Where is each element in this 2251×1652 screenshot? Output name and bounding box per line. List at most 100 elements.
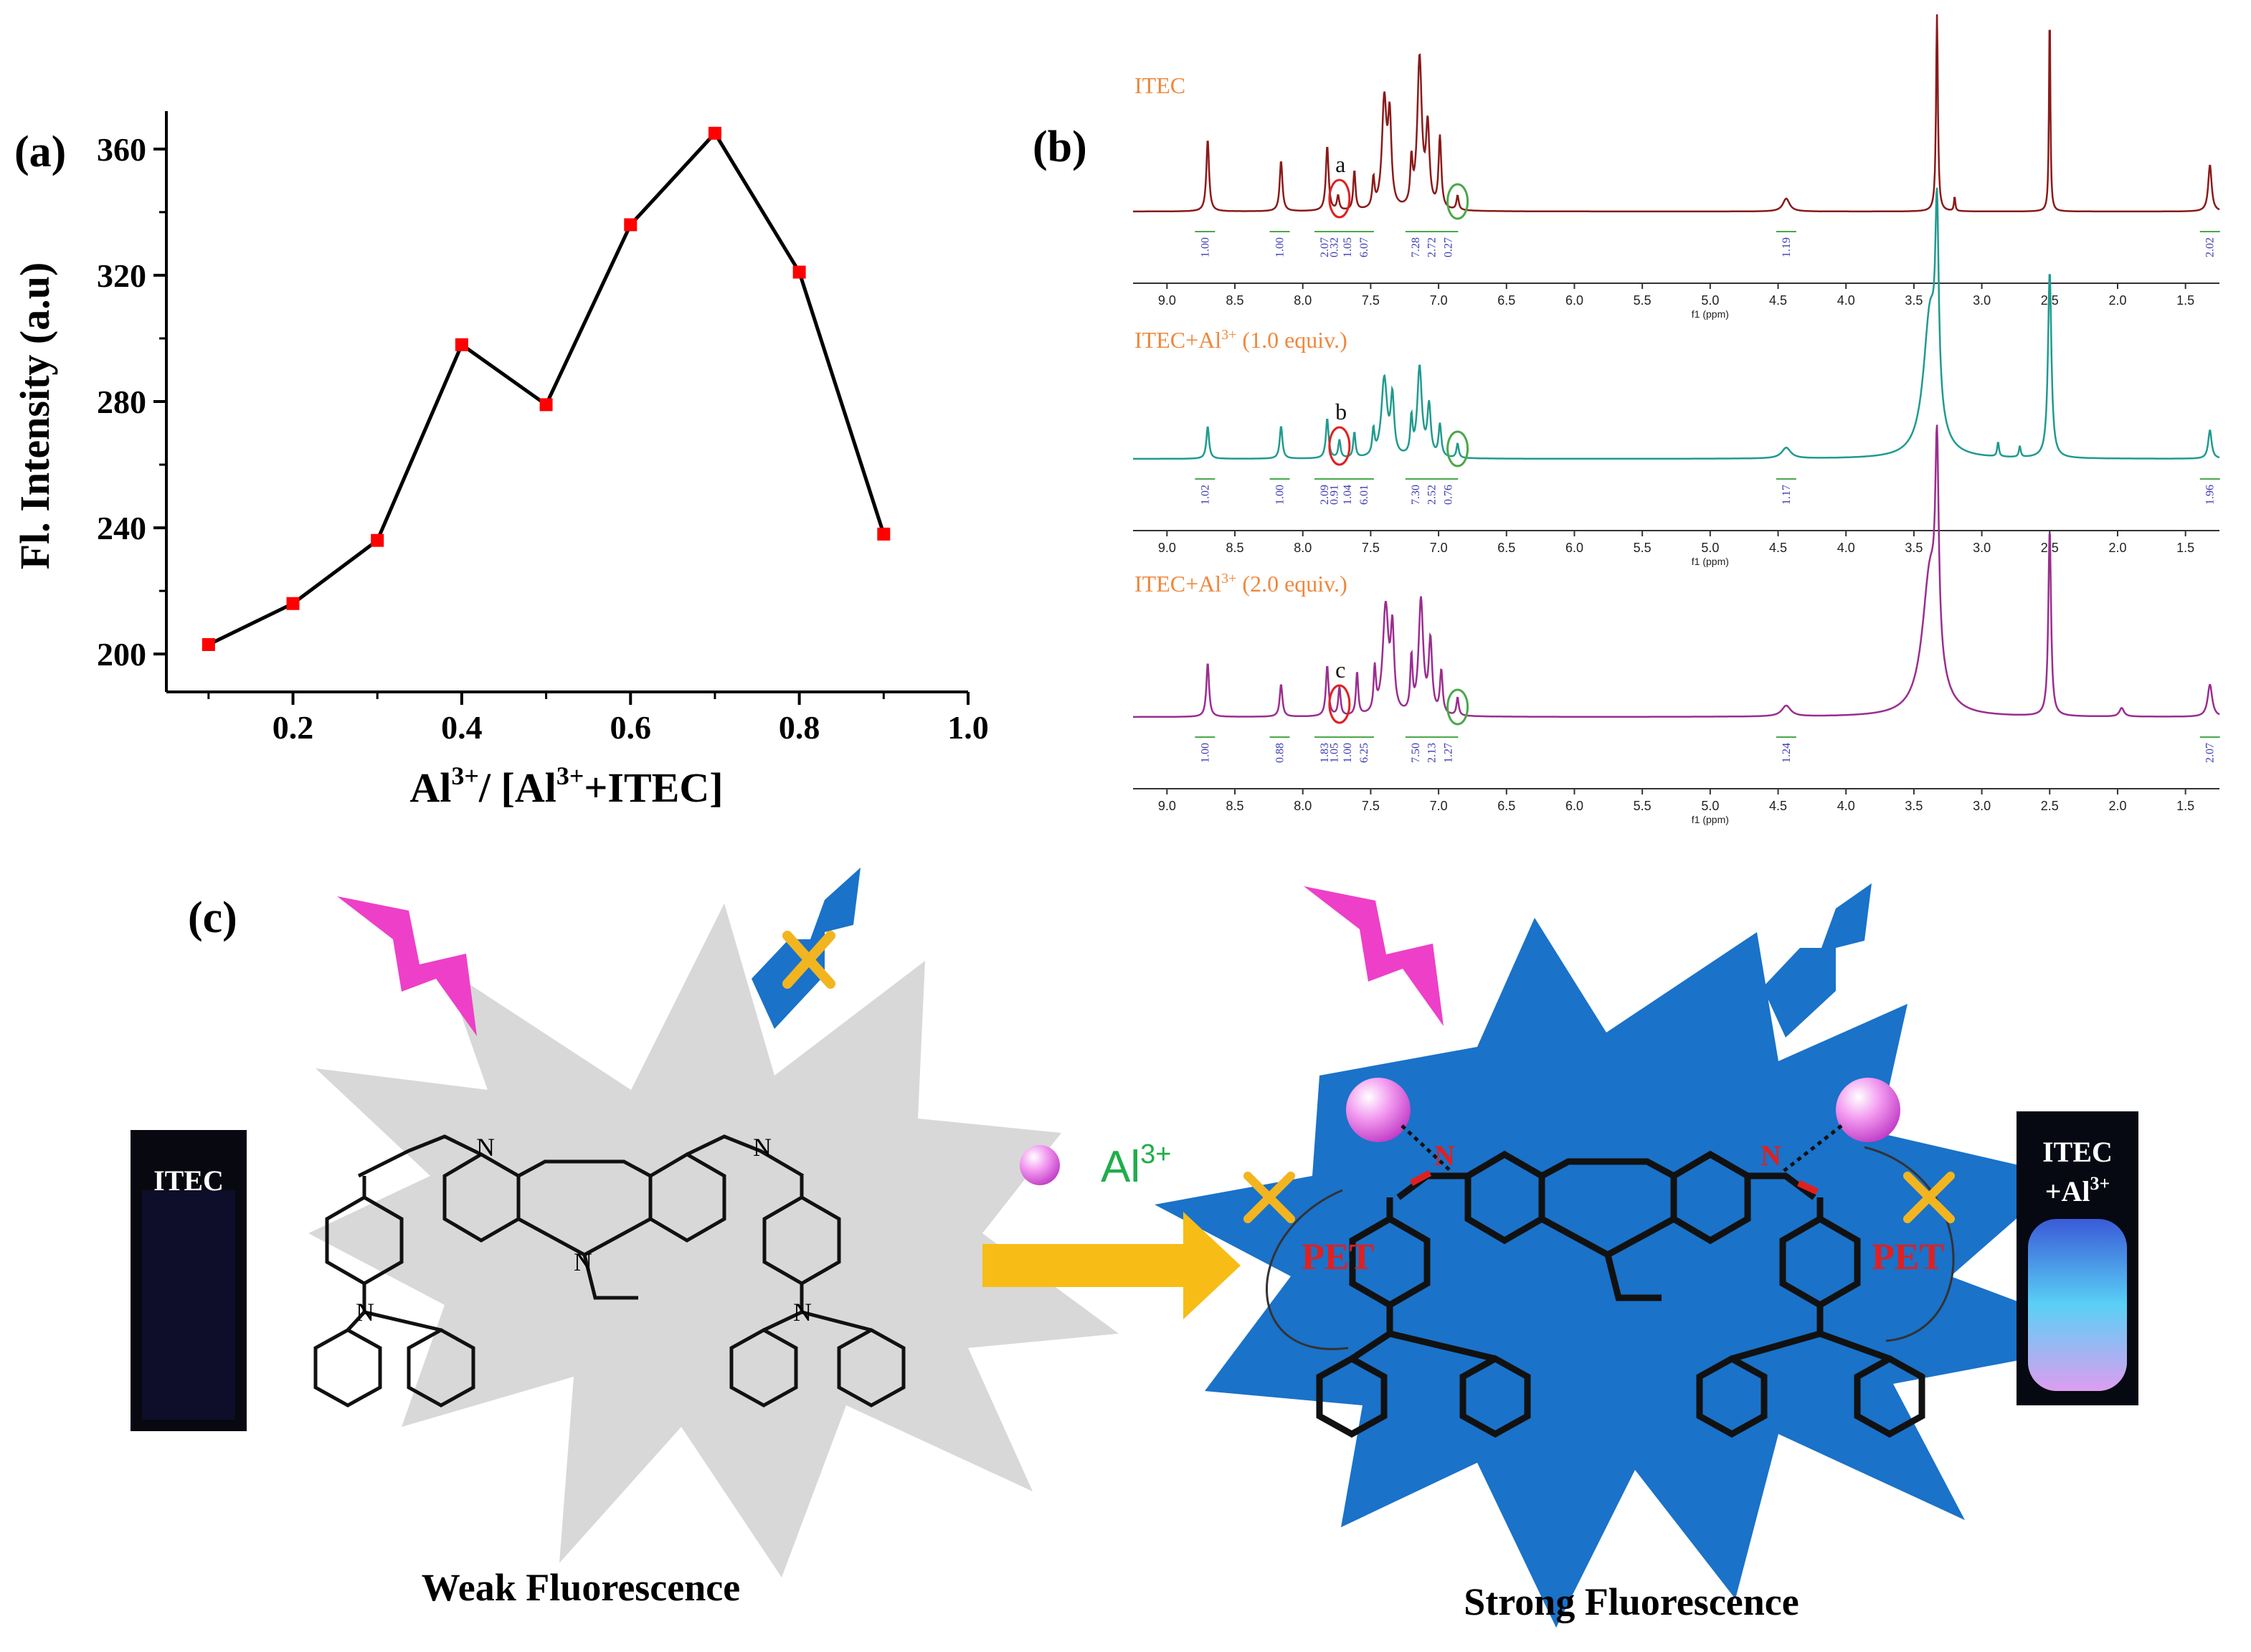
nmr-x-tick-label: 7.0 bbox=[1430, 541, 1448, 555]
nmr-x-tick-label: 6.0 bbox=[1565, 799, 1583, 813]
al-ion-sphere-left bbox=[1346, 1078, 1411, 1142]
chart-a-xtick-label: 0.2 bbox=[273, 709, 314, 746]
nmr-integration-value: 0.76 bbox=[1442, 485, 1454, 505]
chart-a-ylabel: Fl. Intensity (a.u) bbox=[11, 262, 58, 570]
nmr-integration-value: 6.25 bbox=[1358, 743, 1370, 763]
pet-label-right: PET bbox=[1872, 1237, 1944, 1278]
chart-a-ytick-label: 360 bbox=[97, 131, 146, 168]
nmr-integration-value: 2.09 bbox=[1319, 485, 1331, 505]
nmr-x-tick-label: 1.5 bbox=[2176, 799, 2194, 813]
nmr-x-tick-label: 7.5 bbox=[1362, 293, 1380, 308]
nmr-integration-value: 1.24 bbox=[1781, 743, 1793, 763]
excitation-bolt-left-icon bbox=[337, 896, 477, 1036]
atom-n-amine-left-a: N bbox=[356, 1298, 374, 1326]
chart-a-ytick-label: 240 bbox=[97, 510, 146, 546]
panel-a: (a) 0.2 0.4 0.6 0.8 1.0 200 240 280 320 360 Fl. I… bbox=[11, 111, 989, 811]
nmr-x-tick-label: 4.5 bbox=[1769, 541, 1787, 555]
chart-a-data-point bbox=[539, 398, 553, 412]
nmr-integration-value: 1.00 bbox=[1274, 485, 1286, 505]
nmr-spectrum-trace bbox=[1133, 424, 2220, 718]
pet-label-left: PET bbox=[1302, 1237, 1374, 1278]
nmr-x-axis-label: f1 (ppm) bbox=[1692, 308, 1729, 320]
chart-a-ytick-label: 280 bbox=[97, 384, 146, 420]
pet-arc-right bbox=[1864, 1146, 1955, 1342]
atom-n-imine-left: N bbox=[476, 1133, 495, 1162]
nmr-integration-value: 1.00 bbox=[1199, 743, 1211, 763]
nmr-x-tick-label: 3.0 bbox=[1973, 541, 1991, 555]
nmr-x-tick-label: 2.5 bbox=[2041, 799, 2059, 813]
nmr-x-tick-label: 8.5 bbox=[1226, 541, 1244, 555]
nmr-x-tick-label: 6.0 bbox=[1565, 293, 1583, 308]
nmr-x-tick-label: 3.5 bbox=[1905, 293, 1923, 308]
al-ion-sphere bbox=[1020, 1145, 1060, 1185]
nmr-x-tick-label: 6.5 bbox=[1497, 293, 1515, 308]
ethyl-group bbox=[582, 1254, 638, 1300]
nmr-peak-circle-red bbox=[1328, 426, 1351, 466]
nmr-x-tick-label: 1.5 bbox=[2176, 541, 2194, 555]
chart-a-ytick-label: 200 bbox=[97, 636, 146, 673]
chart-a-xtick-label: 0.6 bbox=[610, 709, 652, 746]
nmr-x-tick-label: 5.5 bbox=[1634, 541, 1651, 555]
nmr-spectrum-label: ITEC+Al3+ (1.0 equiv.) bbox=[1134, 327, 1347, 353]
nmr-x-axis-label: f1 (ppm) bbox=[1692, 814, 1729, 825]
nmr-integration-value: 6.01 bbox=[1358, 485, 1370, 505]
vial-itec-al-label-line2: +Al3+ bbox=[2045, 1173, 2110, 1207]
nmr-x-tick-label: 4.0 bbox=[1837, 799, 1855, 813]
nmr-integration-value: 6.07 bbox=[1358, 237, 1370, 257]
nmr-integration-value: 1.00 bbox=[1199, 237, 1211, 257]
vial-itec-al-photo: ITEC +Al3+ bbox=[2017, 1111, 2138, 1405]
nmr-peak-circle-green bbox=[1446, 183, 1469, 220]
nmr-integration-value: 0.27 bbox=[1442, 237, 1454, 257]
nmr-x-tick-label: 7.0 bbox=[1430, 293, 1448, 308]
nmr-x-tick-label: 9.0 bbox=[1158, 541, 1176, 555]
nmr-x-tick-label: 3.0 bbox=[1973, 293, 1991, 308]
nmr-peak-letter: a bbox=[1335, 151, 1345, 177]
vial-itec-photo: ITEC bbox=[131, 1130, 247, 1431]
nmr-x-tick-label: 6.5 bbox=[1497, 541, 1515, 555]
nmr-peak-circle-green bbox=[1446, 688, 1469, 726]
nmr-x-tick-label: 2.0 bbox=[2108, 799, 2126, 813]
nmr-x-tick-label: 2.0 bbox=[2108, 293, 2126, 308]
nmr-spectrum-trace bbox=[1133, 14, 2220, 213]
weak-fluorescence-burst bbox=[308, 903, 1119, 1577]
vial-itec-al-label-line1: ITEC bbox=[2042, 1136, 2113, 1168]
imine-link-right bbox=[686, 1134, 805, 1178]
chart-a-data-point bbox=[624, 218, 638, 232]
pet-block-cross-left-icon bbox=[1243, 1172, 1295, 1223]
nmr-x-tick-label: 5.0 bbox=[1701, 799, 1719, 813]
chart-a-data-point bbox=[877, 527, 891, 541]
nmr-integration-value: 1.17 bbox=[1781, 485, 1793, 505]
nmr-integration-value: 0.88 bbox=[1274, 743, 1286, 763]
nmr-integration-value: 1.05 bbox=[1342, 237, 1354, 257]
nmr-integration-value: 1.27 bbox=[1442, 743, 1454, 763]
nmr-x-tick-label: 6.5 bbox=[1497, 799, 1515, 813]
nmr-x-tick-label: 7.5 bbox=[1362, 799, 1380, 813]
itec-al-complex-right bbox=[1316, 1150, 1925, 1438]
nmr-integration-value: 2.52 bbox=[1426, 485, 1439, 505]
nmr-x-tick-label: 5.5 bbox=[1634, 799, 1651, 813]
reaction-arrow bbox=[982, 1212, 1241, 1319]
nmr-x-axis-label: f1 (ppm) bbox=[1692, 556, 1729, 567]
nmr-x-tick-label: 8.0 bbox=[1294, 293, 1312, 308]
panel-label-b: (b) bbox=[1033, 123, 1087, 171]
vial-itec-label: ITEC bbox=[153, 1164, 224, 1197]
nmr-integration-value: 0.91 bbox=[1328, 485, 1340, 505]
chart-a-plot: 0.2 0.4 0.6 0.8 1.0 200 240 280 320 360 bbox=[97, 111, 989, 746]
nmr-x-tick-label: 7.0 bbox=[1430, 799, 1448, 813]
nmr-x-tick-label: 9.0 bbox=[1158, 799, 1176, 813]
nmr-peak-circle-red bbox=[1328, 179, 1351, 219]
nmr-integration-value: 1.00 bbox=[1342, 743, 1354, 763]
nmr-spectrum-trace bbox=[1133, 187, 2220, 460]
atom-n-imine-right: N bbox=[753, 1133, 772, 1162]
panel-c: (c) ITEC ITEC +Al3+ bbox=[131, 868, 2138, 1628]
nmr-integration-value: 1.96 bbox=[2204, 485, 2217, 505]
nmr-x-tick-label: 5.5 bbox=[1634, 293, 1651, 308]
itec-molecule-left bbox=[313, 1134, 906, 1407]
chart-a-xtick-label: 1.0 bbox=[947, 709, 989, 746]
nmr-integration-value: 7.50 bbox=[1410, 743, 1422, 763]
nmr-integration-value: 7.28 bbox=[1410, 237, 1422, 257]
nmr-x-tick-label: 3.5 bbox=[1905, 799, 1923, 813]
nmr-x-tick-label: 2.0 bbox=[2108, 541, 2126, 555]
